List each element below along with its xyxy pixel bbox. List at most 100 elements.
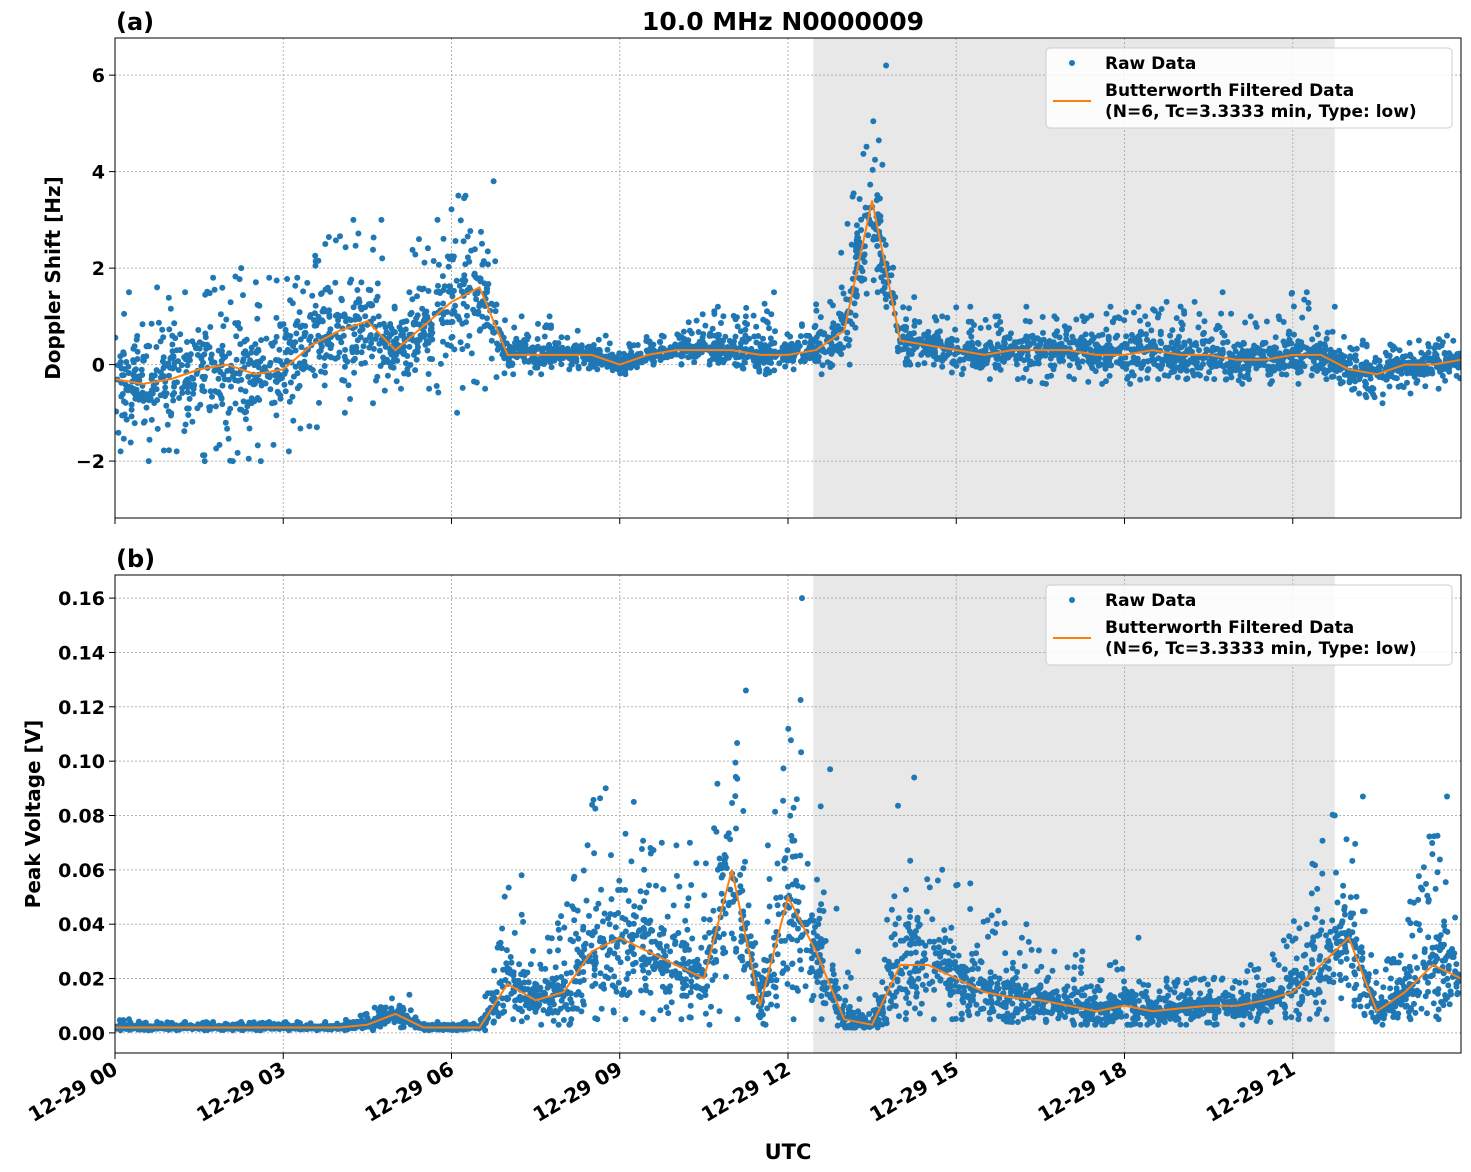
raw-point: [732, 333, 739, 340]
raw-point: [362, 313, 369, 320]
raw-point: [612, 924, 619, 931]
raw-point: [1099, 331, 1106, 338]
raw-point: [266, 371, 273, 378]
raw-point: [632, 359, 638, 366]
raw-point: [145, 458, 152, 465]
raw-point: [292, 322, 299, 328]
raw-point: [461, 278, 468, 285]
raw-point: [493, 989, 499, 996]
raw-point: [1137, 376, 1144, 383]
raw-point: [1142, 313, 1149, 320]
raw-point: [658, 965, 664, 972]
raw-point: [505, 995, 512, 1002]
raw-point: [222, 419, 229, 426]
raw-point: [199, 373, 206, 380]
raw-point: [412, 251, 419, 258]
raw-point: [1155, 376, 1162, 383]
raw-point: [1437, 367, 1443, 374]
raw-point: [273, 277, 280, 284]
raw-point: [424, 245, 431, 252]
raw-point: [212, 403, 219, 410]
raw-point: [806, 332, 813, 339]
raw-point: [434, 216, 441, 223]
raw-point: [121, 411, 128, 418]
raw-point: [611, 973, 618, 980]
raw-point: [1195, 371, 1202, 378]
raw-point: [289, 393, 296, 400]
raw-point: [648, 926, 654, 933]
raw-point: [476, 300, 483, 307]
raw-point: [564, 334, 571, 341]
raw-point: [271, 372, 278, 379]
raw-point: [123, 359, 130, 365]
raw-point: [902, 361, 909, 368]
raw-point: [1242, 319, 1249, 326]
raw-point: [479, 240, 485, 247]
raw-point: [1085, 353, 1091, 360]
raw-point: [686, 946, 692, 953]
raw-point: [332, 312, 339, 319]
raw-point: [464, 233, 471, 240]
raw-point: [801, 339, 808, 346]
raw-point: [1446, 368, 1453, 375]
raw-point: [830, 320, 837, 327]
raw-point: [1196, 347, 1202, 354]
raw-point: [715, 331, 721, 338]
raw-point: [1151, 307, 1158, 314]
raw-point: [454, 1027, 461, 1034]
raw-point: [591, 972, 598, 979]
raw-point: [642, 975, 648, 982]
raw-point: [610, 1009, 617, 1016]
raw-point: [663, 943, 670, 950]
raw-point: [414, 344, 421, 351]
raw-point: [1283, 371, 1290, 378]
y-tick-label: 2: [92, 258, 105, 280]
panel-b: 0.000.020.040.060.080.100.120.140.1612-2…: [21, 545, 1462, 1127]
raw-point: [272, 357, 279, 363]
raw-point: [298, 344, 305, 351]
raw-point: [171, 320, 178, 327]
raw-point: [455, 192, 462, 199]
raw-point: [463, 319, 469, 326]
raw-point: [375, 313, 382, 320]
raw-point: [119, 372, 126, 379]
raw-point: [201, 458, 208, 465]
raw-point: [1056, 356, 1063, 363]
raw-point: [448, 206, 455, 213]
raw-point: [1180, 361, 1187, 368]
raw-data-series: [115, 62, 1461, 465]
raw-point: [613, 988, 620, 995]
raw-point: [1341, 333, 1347, 340]
raw-point: [370, 1027, 376, 1034]
raw-point: [493, 374, 500, 381]
y-tick-label: −2: [76, 451, 105, 473]
raw-point: [186, 395, 193, 402]
raw-point: [208, 351, 215, 358]
raw-point: [184, 339, 190, 345]
raw-point: [154, 425, 161, 432]
raw-point: [354, 337, 361, 344]
raw-point: [564, 901, 571, 908]
raw-point: [293, 330, 300, 337]
raw-point: [1393, 375, 1400, 382]
raw-point: [551, 986, 558, 993]
raw-point: [625, 353, 632, 360]
raw-point: [1214, 322, 1221, 329]
raw-point: [1001, 351, 1007, 358]
raw-point: [594, 1016, 601, 1023]
raw-point: [982, 316, 989, 323]
raw-point: [240, 398, 247, 405]
raw-point: [416, 236, 422, 243]
raw-point: [120, 349, 127, 356]
raw-point: [374, 280, 381, 287]
raw-point: [171, 390, 178, 396]
raw-point: [1218, 310, 1225, 317]
raw-point: [507, 954, 514, 960]
raw-point: [594, 923, 601, 930]
raw-point: [1336, 347, 1343, 354]
raw-point: [458, 288, 465, 295]
raw-point: [1404, 379, 1410, 386]
raw-point: [580, 977, 587, 984]
raw-point: [217, 311, 224, 318]
raw-point: [545, 1010, 551, 1017]
